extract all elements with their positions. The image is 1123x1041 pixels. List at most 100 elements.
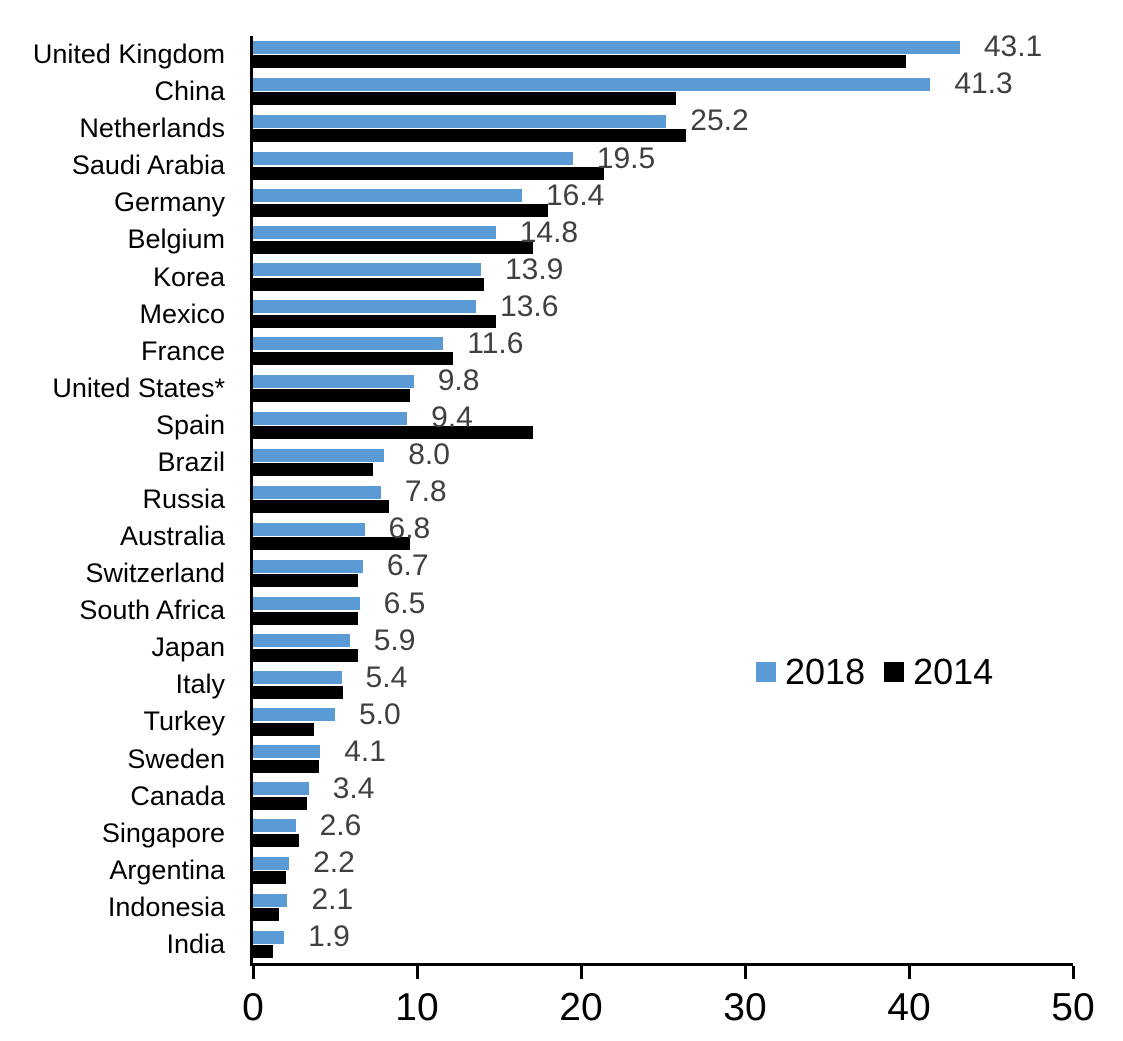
value-label: 43.1 — [983, 30, 1043, 64]
bar-2018 — [253, 634, 350, 648]
value-label: 6.8 — [388, 512, 431, 546]
x-tick-label: 20 — [559, 986, 603, 1029]
bar-2018 — [253, 745, 321, 759]
bar-2018 — [253, 597, 360, 610]
value-label: 2.2 — [313, 846, 355, 880]
value-label: 25.2 — [690, 104, 749, 138]
value-label: 5.0 — [359, 697, 401, 731]
bar-2018 — [253, 40, 960, 54]
category-label: Argentina — [109, 854, 225, 885]
bar-2014 — [253, 92, 677, 106]
bar-2014 — [253, 500, 390, 514]
legend-item-2014: 2014 — [884, 654, 993, 690]
bar-2018 — [253, 485, 381, 499]
category-label: Sweden — [127, 743, 225, 774]
category-label: Italy — [175, 669, 225, 700]
category-label: Belgium — [127, 224, 225, 255]
bar-2018 — [253, 411, 408, 425]
category-label: United Kingdom — [32, 39, 225, 70]
bar-2014 — [253, 722, 314, 736]
value-label: 5.9 — [373, 623, 416, 657]
bar-2018 — [253, 856, 290, 870]
bar-2014 — [253, 537, 411, 551]
value-label: 13.6 — [500, 289, 559, 323]
value-label: 14.8 — [519, 215, 579, 249]
category-label: Turkey — [143, 706, 225, 737]
category-label: Spain — [155, 409, 225, 440]
legend-label-2018: 2018 — [785, 651, 866, 692]
bar-2018 — [253, 337, 444, 351]
x-tick-label: 0 — [242, 986, 264, 1029]
bar-2014 — [253, 240, 534, 254]
value-label: 41.3 — [954, 67, 1013, 101]
bar-2018 — [253, 893, 288, 907]
bar-2018 — [253, 77, 931, 91]
bar-2014 — [253, 166, 604, 180]
bar-2014 — [253, 277, 485, 291]
value-label: 8.0 — [408, 438, 450, 472]
category-label: Saudi Arabia — [71, 150, 225, 181]
value-label: 6.5 — [383, 586, 426, 620]
bar-2018 — [253, 114, 667, 128]
bar-2014 — [253, 611, 358, 625]
value-label: 13.9 — [504, 252, 564, 286]
bar-2018 — [253, 819, 296, 833]
value-label: 3.4 — [332, 771, 375, 805]
bar-2014 — [253, 574, 358, 588]
bar-2014 — [253, 426, 534, 440]
bar-2014 — [253, 351, 454, 365]
category-axis: United Kingdom China Netherlands Saudi Arab… — [0, 36, 225, 963]
legend-swatch-2014 — [884, 662, 905, 682]
bar-2018 — [253, 300, 477, 314]
value-label: 2.1 — [311, 883, 354, 917]
bar-2014 — [253, 685, 344, 699]
bar-2018 — [253, 152, 573, 166]
bar-2018 — [253, 708, 335, 722]
category-label: Germany — [113, 187, 225, 218]
legend-label-2014: 2014 — [913, 651, 994, 692]
bar-2018 — [253, 448, 385, 462]
value-label: 4.1 — [344, 734, 386, 768]
x-tick-label: 30 — [723, 986, 767, 1029]
category-label: Australia — [119, 521, 225, 552]
bar-2014 — [253, 463, 373, 477]
bar-2014 — [253, 833, 299, 847]
x-tick-mark — [415, 966, 419, 979]
x-tick-mark — [251, 966, 255, 979]
bar-2018 — [253, 374, 414, 388]
x-tick-mark — [907, 966, 911, 979]
bar-2014 — [253, 203, 549, 217]
category-label: South Africa — [79, 595, 225, 626]
bar-2018 — [253, 522, 365, 536]
category-label: Switzerland — [85, 558, 225, 589]
bar-2018 — [253, 189, 522, 203]
bar-2018 — [253, 226, 496, 240]
value-label: 5.4 — [365, 660, 408, 694]
category-label: Russia — [142, 483, 225, 514]
category-label: Brazil — [157, 446, 225, 477]
bar-2014 — [253, 129, 686, 143]
bar-2014 — [253, 945, 273, 959]
value-label: 1.9 — [308, 920, 350, 954]
category-label: Canada — [130, 780, 225, 811]
category-label: Singapore — [101, 817, 225, 848]
category-label: Japan — [151, 632, 225, 663]
bar-2018 — [253, 263, 481, 277]
value-label: 9.8 — [437, 364, 480, 398]
bar-2018 — [253, 559, 363, 573]
category-label: Mexico — [139, 298, 225, 329]
value-label: 19.5 — [596, 141, 656, 175]
bar-2018 — [253, 930, 285, 944]
legend-item-2018: 2018 — [756, 654, 865, 690]
bar-2014 — [253, 314, 496, 328]
x-tick-label: 10 — [395, 986, 439, 1029]
bar-2014 — [253, 796, 308, 810]
value-label: 7.8 — [404, 475, 447, 509]
value-label: 2.6 — [319, 808, 362, 842]
legend: 2018 2014 — [756, 652, 993, 692]
category-label: Netherlands — [79, 113, 225, 144]
category-label: India — [166, 928, 225, 959]
category-label: China — [154, 76, 225, 107]
legend-swatch-2018 — [756, 662, 776, 682]
category-label: United States* — [52, 372, 225, 403]
